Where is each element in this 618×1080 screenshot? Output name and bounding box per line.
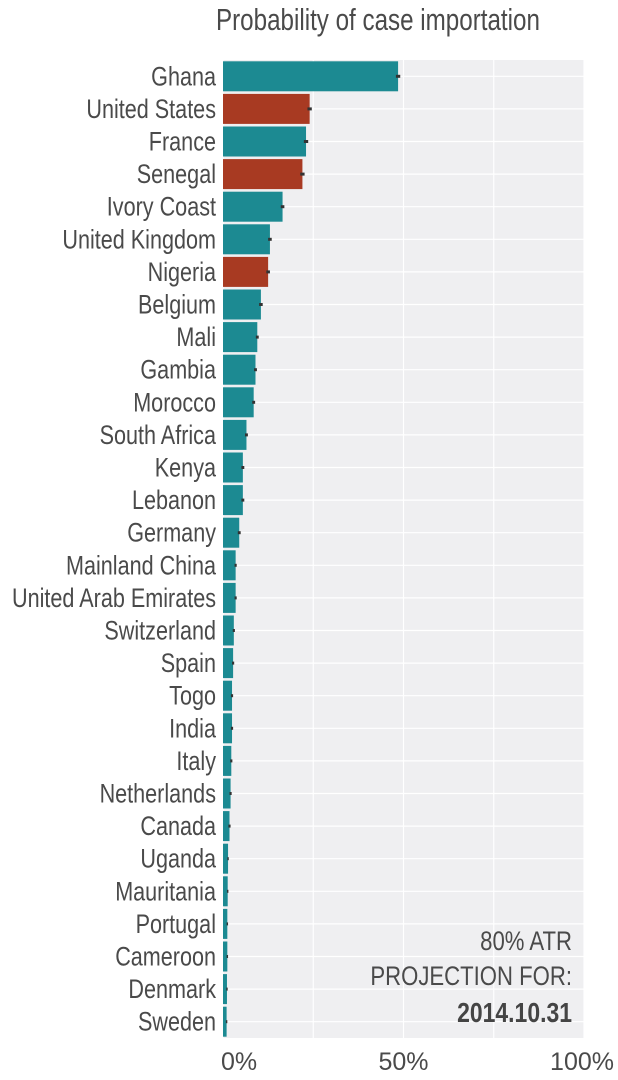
category-label: Lebanon [132,486,216,516]
category-label: Senegal [137,160,216,190]
category-label: Spain [161,649,216,679]
category-label: India [169,714,216,744]
category-label: Mauritania [115,877,216,907]
annotation: 80% ATR PROJECTION FOR: 2014.10.31 [370,927,572,1029]
bar-switzerland [223,615,234,646]
bar-netherlands [223,778,231,809]
bar-united-arab-emirates [223,582,236,613]
bar-togo [223,680,233,711]
bar-united-states [223,93,310,124]
bar-mali [223,322,258,353]
bar-cameroon [223,941,228,972]
chart-title: Probability of case importation [216,2,540,37]
annotation-line-2: PROJECTION FOR: [370,962,572,992]
category-label: Uganda [140,845,216,875]
category-label: Germany [127,519,216,549]
category-label: Canada [140,812,216,842]
category-label: Mali [176,323,216,353]
category-label: United Kingdom [62,225,216,255]
bar-morocco [223,387,254,418]
bar-france [223,126,307,157]
category-label: Ivory Coast [107,193,216,223]
x-axis-ticks: 0% 50% 100% [221,1048,614,1076]
bar-italy [223,745,232,776]
category-label: Gambia [140,356,216,386]
category-label: Portugal [136,910,216,940]
bar-mainland-china [223,550,236,581]
category-label: Denmark [128,975,216,1005]
bar-belgium [223,289,261,320]
category-label: South Africa [100,421,217,451]
bar-germany [223,517,240,548]
bar-south-africa [223,419,247,450]
category-label: Togo [169,682,216,712]
bar-sweden [223,1006,227,1037]
bar-lebanon [223,485,243,516]
bar-kenya [223,452,243,483]
category-label: Kenya [155,453,217,483]
bar-ghana [223,61,399,92]
bar-denmark [223,974,227,1005]
category-label: United States [86,95,216,125]
category-label: Morocco [133,388,216,418]
x-tick-label: 100% [550,1048,614,1076]
bars-layer [223,61,401,1037]
category-label: Cameroon [115,942,216,972]
bar-spain [223,648,234,679]
category-label: Mainland China [66,551,216,581]
category-label: Nigeria [148,258,217,288]
x-tick-label: 50% [378,1048,428,1076]
annotation-line-1: 80% ATR [480,927,572,957]
bar-ivory-coast [223,191,283,222]
bar-canada [223,811,230,842]
category-label: Ghana [151,62,216,92]
category-label: Italy [176,747,216,777]
category-label: United Arab Emirates [12,584,216,614]
bar-gambia [223,354,256,385]
category-label: Sweden [138,1008,216,1038]
bar-united-kingdom [223,224,270,255]
annotation-date: 2014.10.31 [457,998,572,1029]
bar-india [223,713,233,744]
bar-mauritania [223,876,228,907]
category-label: Netherlands [100,779,216,809]
bar-nigeria [223,256,269,287]
x-tick-label: 0% [221,1048,257,1076]
category-label: Switzerland [104,616,216,646]
bar-senegal [223,159,303,190]
bar-portugal [223,908,228,939]
bar-uganda [223,843,229,874]
category-label: France [149,127,216,157]
category-label: Belgium [138,290,216,320]
